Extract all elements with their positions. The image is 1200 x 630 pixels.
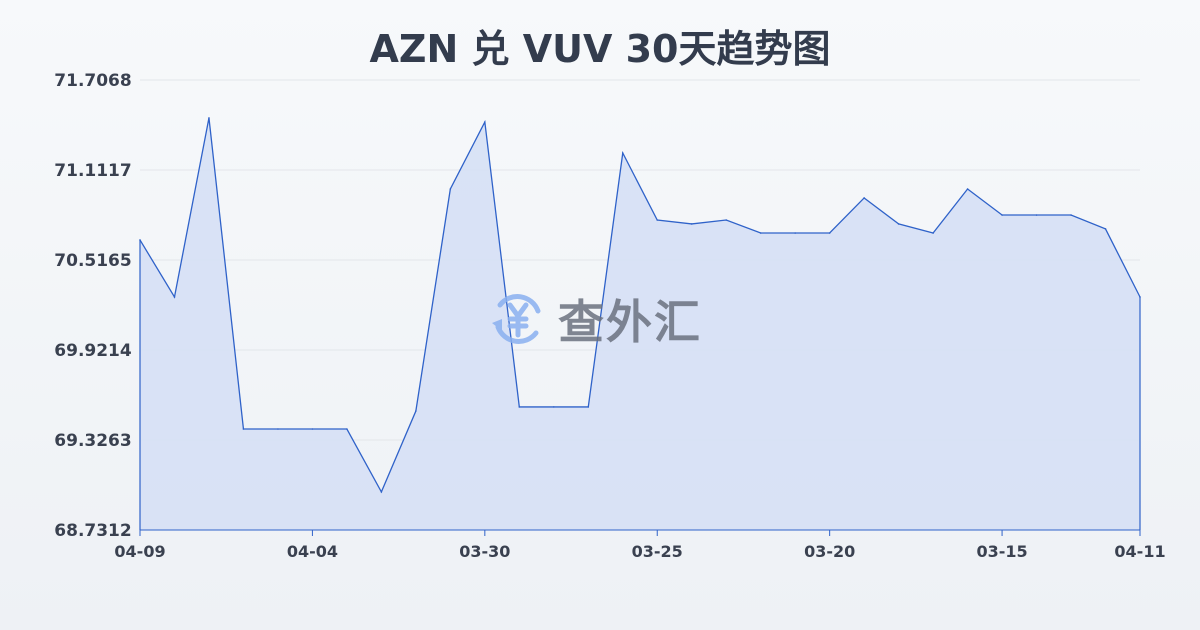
data-point [759,232,762,234]
series-line [139,117,1141,494]
data-point [277,428,279,430]
y-tick-label: 68.7312 [54,521,131,541]
x-tick-label: 03-15 [976,542,1027,561]
y-tick-label: 70.5165 [54,251,131,271]
data-point [932,232,934,234]
data-point [380,491,383,493]
data-point [1139,296,1141,298]
data-point [1104,228,1107,230]
watermark-text: 查外汇 [558,295,702,349]
data-point [208,117,210,119]
chart-title: AZN 兑 VUV 30天趋势图 [369,27,831,71]
data-point [621,152,624,154]
y-tick-label: 69.9214 [54,341,132,361]
x-tick-label: 04-04 [287,542,338,561]
data-point [863,197,865,199]
x-tick-label: 04-11 [1114,542,1165,561]
data-point [1001,214,1003,216]
data-point [897,223,900,225]
x-tick-label: 03-25 [632,542,683,561]
x-tick-label: 04-09 [114,542,165,561]
area-fill [140,117,1140,531]
data-point [242,428,245,430]
data-point [552,406,555,408]
data-point [828,232,831,234]
data-point [1070,214,1072,216]
yen-exchange-icon [492,294,541,344]
data-point [587,406,590,408]
data-point [794,232,796,234]
data-point [311,428,314,430]
x-tick-label: 03-30 [459,542,510,561]
data-point [415,410,417,412]
data-point [449,188,452,190]
data-point [966,188,969,190]
data-point [518,406,521,408]
y-tick-label: 71.1117 [54,161,131,181]
y-tick-label: 69.3263 [54,431,131,451]
data-point [484,121,486,123]
data-point [139,239,141,241]
data-point [725,219,728,221]
data-point [173,296,176,298]
data-point [1035,214,1038,216]
data-point [690,223,693,225]
data-point [346,428,348,430]
y-tick-label: 71.7068 [54,71,131,91]
watermark-logo: 查外汇 [488,286,702,352]
data-point [656,219,659,221]
x-tick-label: 03-20 [804,542,855,561]
